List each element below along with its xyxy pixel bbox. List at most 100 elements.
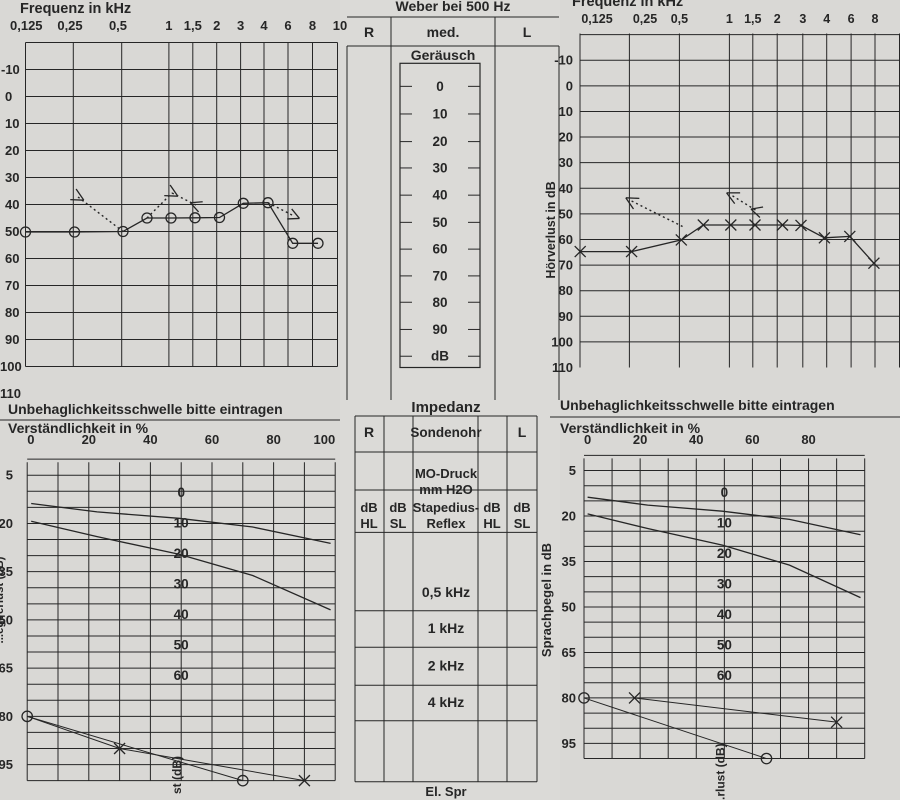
svg-text:10: 10: [5, 116, 19, 131]
svg-text:80: 80: [5, 305, 19, 320]
svg-text:1: 1: [726, 12, 733, 26]
svg-text:60: 60: [432, 242, 447, 257]
svg-text:3: 3: [799, 12, 806, 26]
svg-text:95: 95: [562, 736, 576, 751]
svg-text:0,5: 0,5: [671, 12, 688, 26]
svg-text:20: 20: [174, 546, 189, 561]
svg-text:1,5: 1,5: [184, 18, 202, 33]
svg-text:10: 10: [717, 516, 732, 531]
svg-text:80: 80: [801, 432, 815, 447]
svg-text:dB: dB: [360, 500, 377, 515]
svg-text:0,5 kHz: 0,5 kHz: [422, 584, 470, 600]
svg-text:50: 50: [559, 206, 573, 221]
svg-text:0,125: 0,125: [581, 12, 612, 26]
svg-text:10: 10: [432, 106, 447, 121]
svg-text:Verständlichkeit in %: Verständlichkeit in %: [560, 420, 701, 436]
svg-text:60: 60: [559, 232, 573, 247]
svg-text:0: 0: [177, 485, 185, 500]
svg-text:10: 10: [174, 516, 189, 531]
svg-text:80: 80: [432, 295, 447, 310]
svg-text:4 kHz: 4 kHz: [428, 694, 465, 710]
svg-text:Sondenohr: Sondenohr: [410, 425, 482, 440]
svg-text:0,125: 0,125: [10, 18, 43, 33]
svg-text:50: 50: [5, 224, 19, 239]
svg-text:El. Spr: El. Spr: [425, 784, 466, 799]
svg-text:0,25: 0,25: [57, 18, 82, 33]
svg-text:R: R: [364, 424, 374, 440]
svg-text:30: 30: [559, 155, 573, 170]
svg-text:20: 20: [432, 134, 447, 149]
svg-text:40: 40: [143, 432, 157, 447]
svg-text:80: 80: [562, 690, 576, 705]
svg-text:Frequenz in kHz: Frequenz in kHz: [572, 0, 683, 10]
svg-text:0,5: 0,5: [109, 18, 127, 33]
svg-text:Reflex: Reflex: [426, 516, 466, 531]
svg-text:dB: dB: [513, 500, 530, 515]
svg-text:70: 70: [5, 278, 19, 293]
svg-text:20: 20: [5, 143, 19, 158]
svg-text:2: 2: [213, 18, 220, 33]
svg-text:1 kHz: 1 kHz: [428, 620, 465, 636]
svg-text:1: 1: [165, 18, 172, 33]
svg-text:100: 100: [0, 359, 22, 374]
svg-text:MO-Druck: MO-Druck: [415, 466, 478, 481]
svg-text:30: 30: [174, 577, 189, 592]
svg-text:40: 40: [432, 188, 447, 203]
svg-text:30: 30: [5, 170, 19, 185]
svg-text:60: 60: [5, 251, 19, 266]
svg-text:8: 8: [309, 18, 316, 33]
svg-text:20: 20: [82, 432, 96, 447]
svg-text:med.: med.: [427, 24, 460, 40]
svg-text:L: L: [518, 424, 527, 440]
svg-text:50: 50: [432, 215, 447, 230]
svg-text:-10: -10: [1, 62, 20, 77]
svg-text:0: 0: [584, 432, 591, 447]
svg-text:5: 5: [6, 468, 13, 483]
svg-text:Geräusch: Geräusch: [411, 47, 476, 63]
svg-text:L: L: [523, 24, 532, 40]
svg-text:0: 0: [27, 432, 34, 447]
svg-text:30: 30: [432, 160, 447, 175]
svg-text:Weber bei 500 Hz: Weber bei 500 Hz: [396, 0, 511, 14]
svg-text:40: 40: [174, 607, 189, 622]
svg-text:50: 50: [717, 638, 732, 653]
svg-text:60: 60: [717, 668, 732, 683]
svg-text:50: 50: [174, 638, 189, 653]
svg-text:0: 0: [721, 485, 729, 500]
svg-text:...egverlust (dB): ...egverlust (dB): [0, 556, 6, 643]
svg-text:80: 80: [266, 432, 280, 447]
svg-text:Unbehaglichkeitsschwelle bitte: Unbehaglichkeitsschwelle bitte eintragen: [560, 397, 835, 413]
svg-text:0: 0: [5, 89, 12, 104]
svg-text:8: 8: [872, 12, 879, 26]
svg-text:110: 110: [0, 386, 21, 401]
svg-text:20: 20: [717, 546, 732, 561]
svg-text:90: 90: [559, 309, 573, 324]
svg-text:70: 70: [559, 258, 573, 273]
svg-text:4: 4: [260, 18, 268, 33]
svg-text:0: 0: [436, 79, 444, 94]
svg-text:2 kHz: 2 kHz: [428, 657, 465, 673]
svg-text:60: 60: [205, 432, 219, 447]
svg-text:100: 100: [313, 432, 335, 447]
svg-text:6: 6: [284, 18, 291, 33]
svg-text:10: 10: [333, 18, 347, 33]
svg-text:...rlust (dB): ...rlust (dB): [713, 743, 727, 800]
svg-text:Hörverlust in dB: Hörverlust in dB: [544, 181, 558, 278]
svg-text:100: 100: [551, 334, 573, 349]
svg-text:65: 65: [562, 645, 576, 660]
svg-text:Unbehaglichkeitsschwelle bitte: Unbehaglichkeitsschwelle bitte eintragen: [8, 401, 283, 417]
svg-text:20: 20: [562, 509, 576, 524]
svg-text:dB: dB: [483, 500, 500, 515]
svg-text:dB: dB: [431, 349, 449, 364]
svg-text:4: 4: [823, 12, 830, 26]
svg-text:90: 90: [5, 332, 19, 347]
svg-text:0: 0: [566, 78, 573, 93]
svg-text:65: 65: [0, 661, 13, 676]
svg-text:6: 6: [848, 12, 855, 26]
svg-text:20: 20: [0, 516, 13, 531]
svg-text:3: 3: [237, 18, 244, 33]
svg-text:90: 90: [432, 322, 447, 337]
svg-text:st (dB): st (dB): [170, 756, 184, 794]
svg-text:1,5: 1,5: [744, 12, 761, 26]
svg-text:60: 60: [745, 432, 759, 447]
